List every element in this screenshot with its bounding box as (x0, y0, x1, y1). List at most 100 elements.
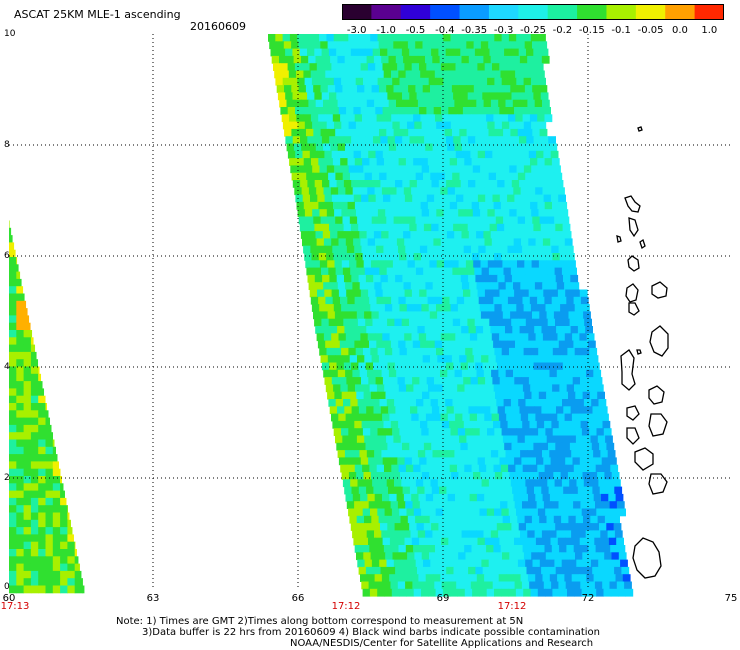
swath-cell (535, 238, 544, 247)
swath-cell (539, 128, 548, 137)
swath-cell (568, 391, 576, 400)
swath-cell (469, 187, 478, 196)
swath-cell (455, 537, 464, 546)
swath-cell (575, 472, 583, 480)
swath-cell (540, 442, 549, 451)
swath-cell (16, 439, 25, 448)
swath-cell (16, 264, 19, 273)
swath-cell (582, 472, 591, 480)
swath-cell (398, 158, 407, 166)
swath-cell (608, 574, 616, 582)
swath-cell (390, 377, 398, 385)
swath-cell (365, 223, 374, 232)
swath-cell (537, 253, 546, 261)
swath-cell (45, 497, 54, 506)
swath-cell (489, 523, 498, 531)
swath-cell (448, 107, 457, 115)
swath-cell (344, 450, 353, 458)
swath-cell (470, 194, 479, 203)
swath-cell (453, 566, 462, 575)
swath-cell (399, 347, 408, 356)
island-outline (628, 302, 640, 316)
swath-cell (348, 121, 357, 130)
swath-cell (483, 231, 492, 239)
swath-cell (395, 274, 403, 283)
swath-cell (445, 92, 454, 101)
swath-cell (409, 92, 418, 101)
swath-cell (544, 296, 553, 305)
swath-cell (495, 435, 504, 444)
swath-cell (292, 92, 301, 101)
swath-cell (9, 388, 17, 397)
swath-cell (595, 464, 604, 473)
swath-cell (571, 369, 580, 378)
swath-cell (574, 347, 583, 356)
swath-cell (415, 85, 424, 93)
swath-cell (453, 274, 462, 283)
swath-cell (465, 209, 474, 217)
swath-cell (479, 384, 487, 393)
swath-cell (463, 194, 472, 203)
swath-cell (16, 534, 25, 543)
swath-cell (327, 216, 336, 225)
swath-cell (450, 209, 459, 217)
swath-cell (542, 369, 550, 378)
colorbar-tick-label: -1.0 (376, 25, 396, 36)
swath-cell (431, 566, 440, 575)
swath-cell (395, 530, 404, 539)
swath-cell (449, 545, 458, 553)
swath-cell (582, 304, 590, 312)
swath-cell (282, 121, 291, 130)
swath-cell (349, 41, 358, 50)
swath-cell (484, 574, 492, 582)
swath-cell (448, 150, 457, 159)
swath-cell (386, 399, 395, 407)
swath-cell (559, 545, 567, 553)
swath-cell (516, 347, 525, 356)
swath-cell (342, 479, 351, 488)
swath-cell (477, 289, 486, 298)
swath-cell (388, 369, 397, 378)
swath-cell (427, 420, 436, 429)
swath-cell (582, 391, 591, 400)
swath-cell (460, 362, 469, 371)
swath-cell (491, 574, 500, 582)
swath-cell (499, 333, 507, 342)
swath-cell (38, 512, 46, 521)
swath-cell (328, 267, 337, 276)
swath-cell (476, 187, 485, 196)
swath-cell (9, 278, 17, 287)
swath-cell (23, 432, 32, 440)
swath-cell (510, 128, 519, 137)
swath-cell (9, 410, 17, 419)
swath-cell (517, 260, 525, 269)
swath-cell (387, 180, 396, 188)
swath-cell (515, 70, 523, 79)
swath-cell (471, 420, 479, 429)
swath-cell (492, 501, 501, 509)
swath-cell (541, 566, 549, 575)
swath-cell (513, 493, 522, 502)
swath-cell (326, 165, 335, 174)
swath-cell (496, 479, 504, 488)
swath-cell (23, 468, 32, 477)
swath-cell (402, 92, 410, 101)
swath-cell (470, 377, 479, 385)
swath-cell (499, 289, 508, 298)
swath-cell (316, 333, 325, 342)
swath-cell (453, 326, 462, 334)
swath-cell (510, 399, 519, 407)
y-label-10: 10 (4, 29, 16, 39)
swath-cell (438, 442, 447, 451)
swath-cell (334, 260, 343, 269)
swath-cell (364, 216, 373, 225)
swath-cell (9, 381, 17, 389)
swath-cell (399, 428, 408, 436)
swath-cell (376, 464, 385, 473)
swath-cell (489, 442, 498, 451)
swath-cell (374, 530, 382, 539)
swath-cell (533, 92, 542, 101)
swath-cell (411, 574, 419, 582)
swath-cell (380, 180, 389, 188)
swath-cell (591, 479, 599, 488)
